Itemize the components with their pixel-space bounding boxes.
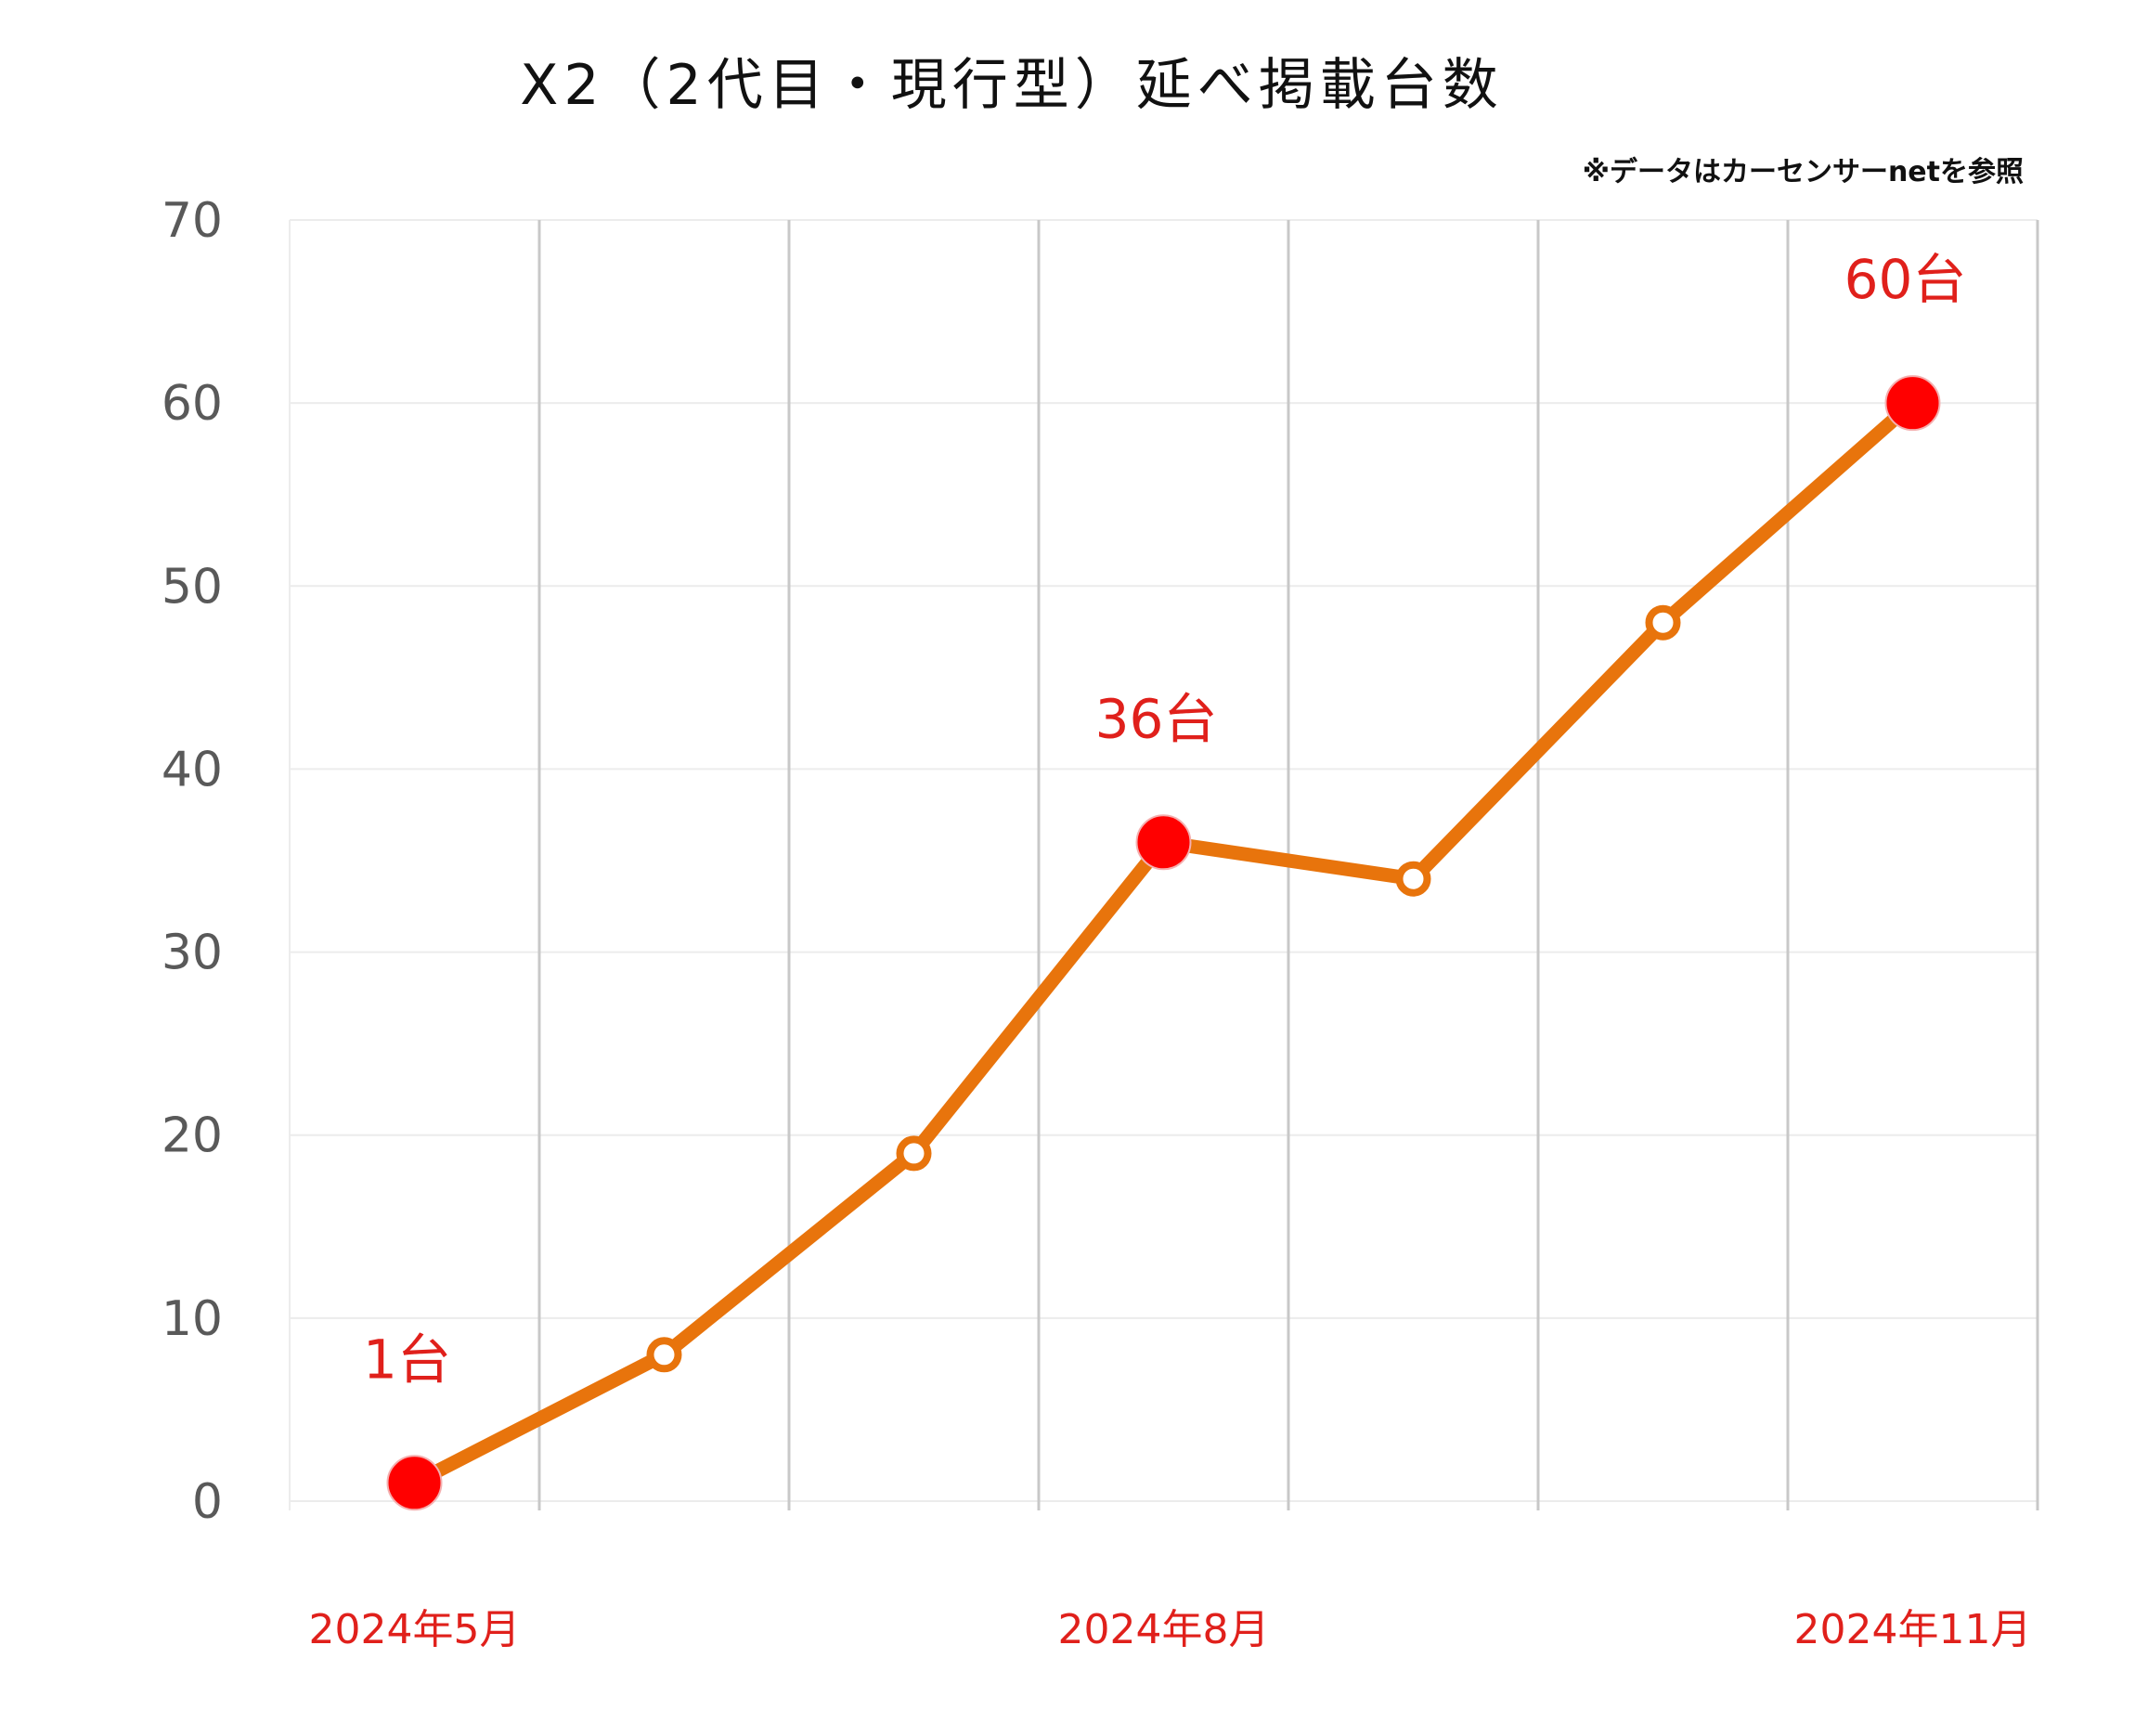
y-tick-label: 0	[192, 1474, 223, 1530]
data-label: 1台	[363, 1328, 451, 1391]
y-tick-label: 40	[162, 742, 223, 797]
x-tick-label: 2024年11月	[1794, 1606, 2032, 1653]
x-axis-labels: 2024年5月 2024年8月 2024年11月	[309, 1606, 2032, 1653]
y-tick-label: 70	[162, 193, 223, 249]
highlight-point	[1884, 375, 1941, 432]
y-tick-label: 20	[162, 1108, 223, 1164]
y-tick-label: 10	[162, 1291, 223, 1347]
x-tick-label: 2024年8月	[1058, 1606, 1270, 1653]
data-label: 60台	[1844, 248, 1967, 311]
data-point	[1645, 604, 1681, 641]
source-note: ※データはカーセンサーnetを参照	[1583, 156, 2024, 188]
series-group	[408, 395, 1920, 1490]
data-point	[896, 1135, 932, 1172]
y-axis-ticks: 0 10 20 30 40 50 60 70	[162, 193, 223, 1530]
data-point	[1395, 861, 1431, 897]
data-label: 36台	[1095, 687, 1218, 750]
series-line	[408, 395, 1920, 1490]
data-point	[646, 1337, 682, 1373]
x-tick-label: 2024年5月	[309, 1606, 521, 1653]
y-tick-label: 50	[162, 559, 223, 615]
y-tick-label: 30	[162, 926, 223, 981]
points-group	[386, 375, 1941, 1511]
chart-title: X2（2代目・現行型）延べ掲載台数	[520, 53, 1503, 118]
y-tick-label: 60	[162, 376, 223, 432]
data-labels: 1台 36台 60台	[363, 248, 1966, 1391]
highlight-point	[1135, 814, 1192, 871]
highlight-point	[386, 1455, 443, 1511]
